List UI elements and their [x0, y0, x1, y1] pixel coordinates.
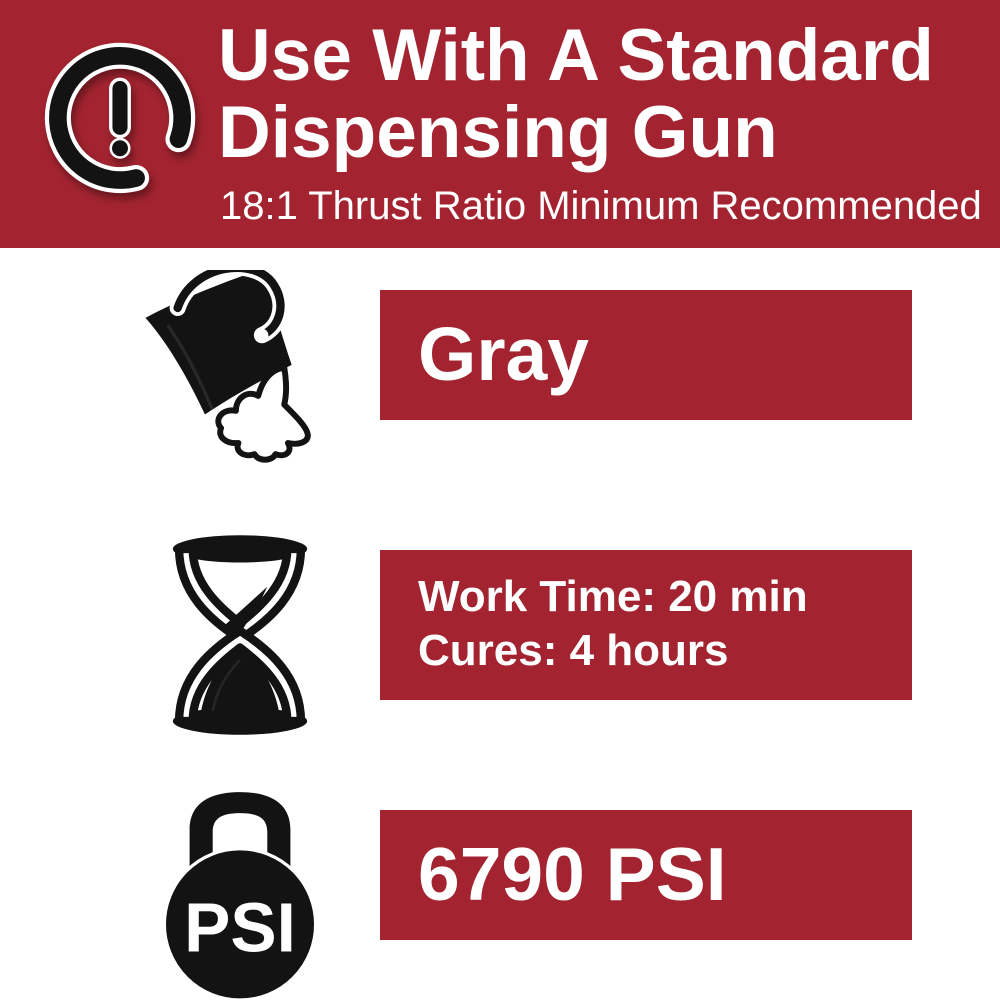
svg-text:PSI: PSI — [184, 889, 296, 967]
